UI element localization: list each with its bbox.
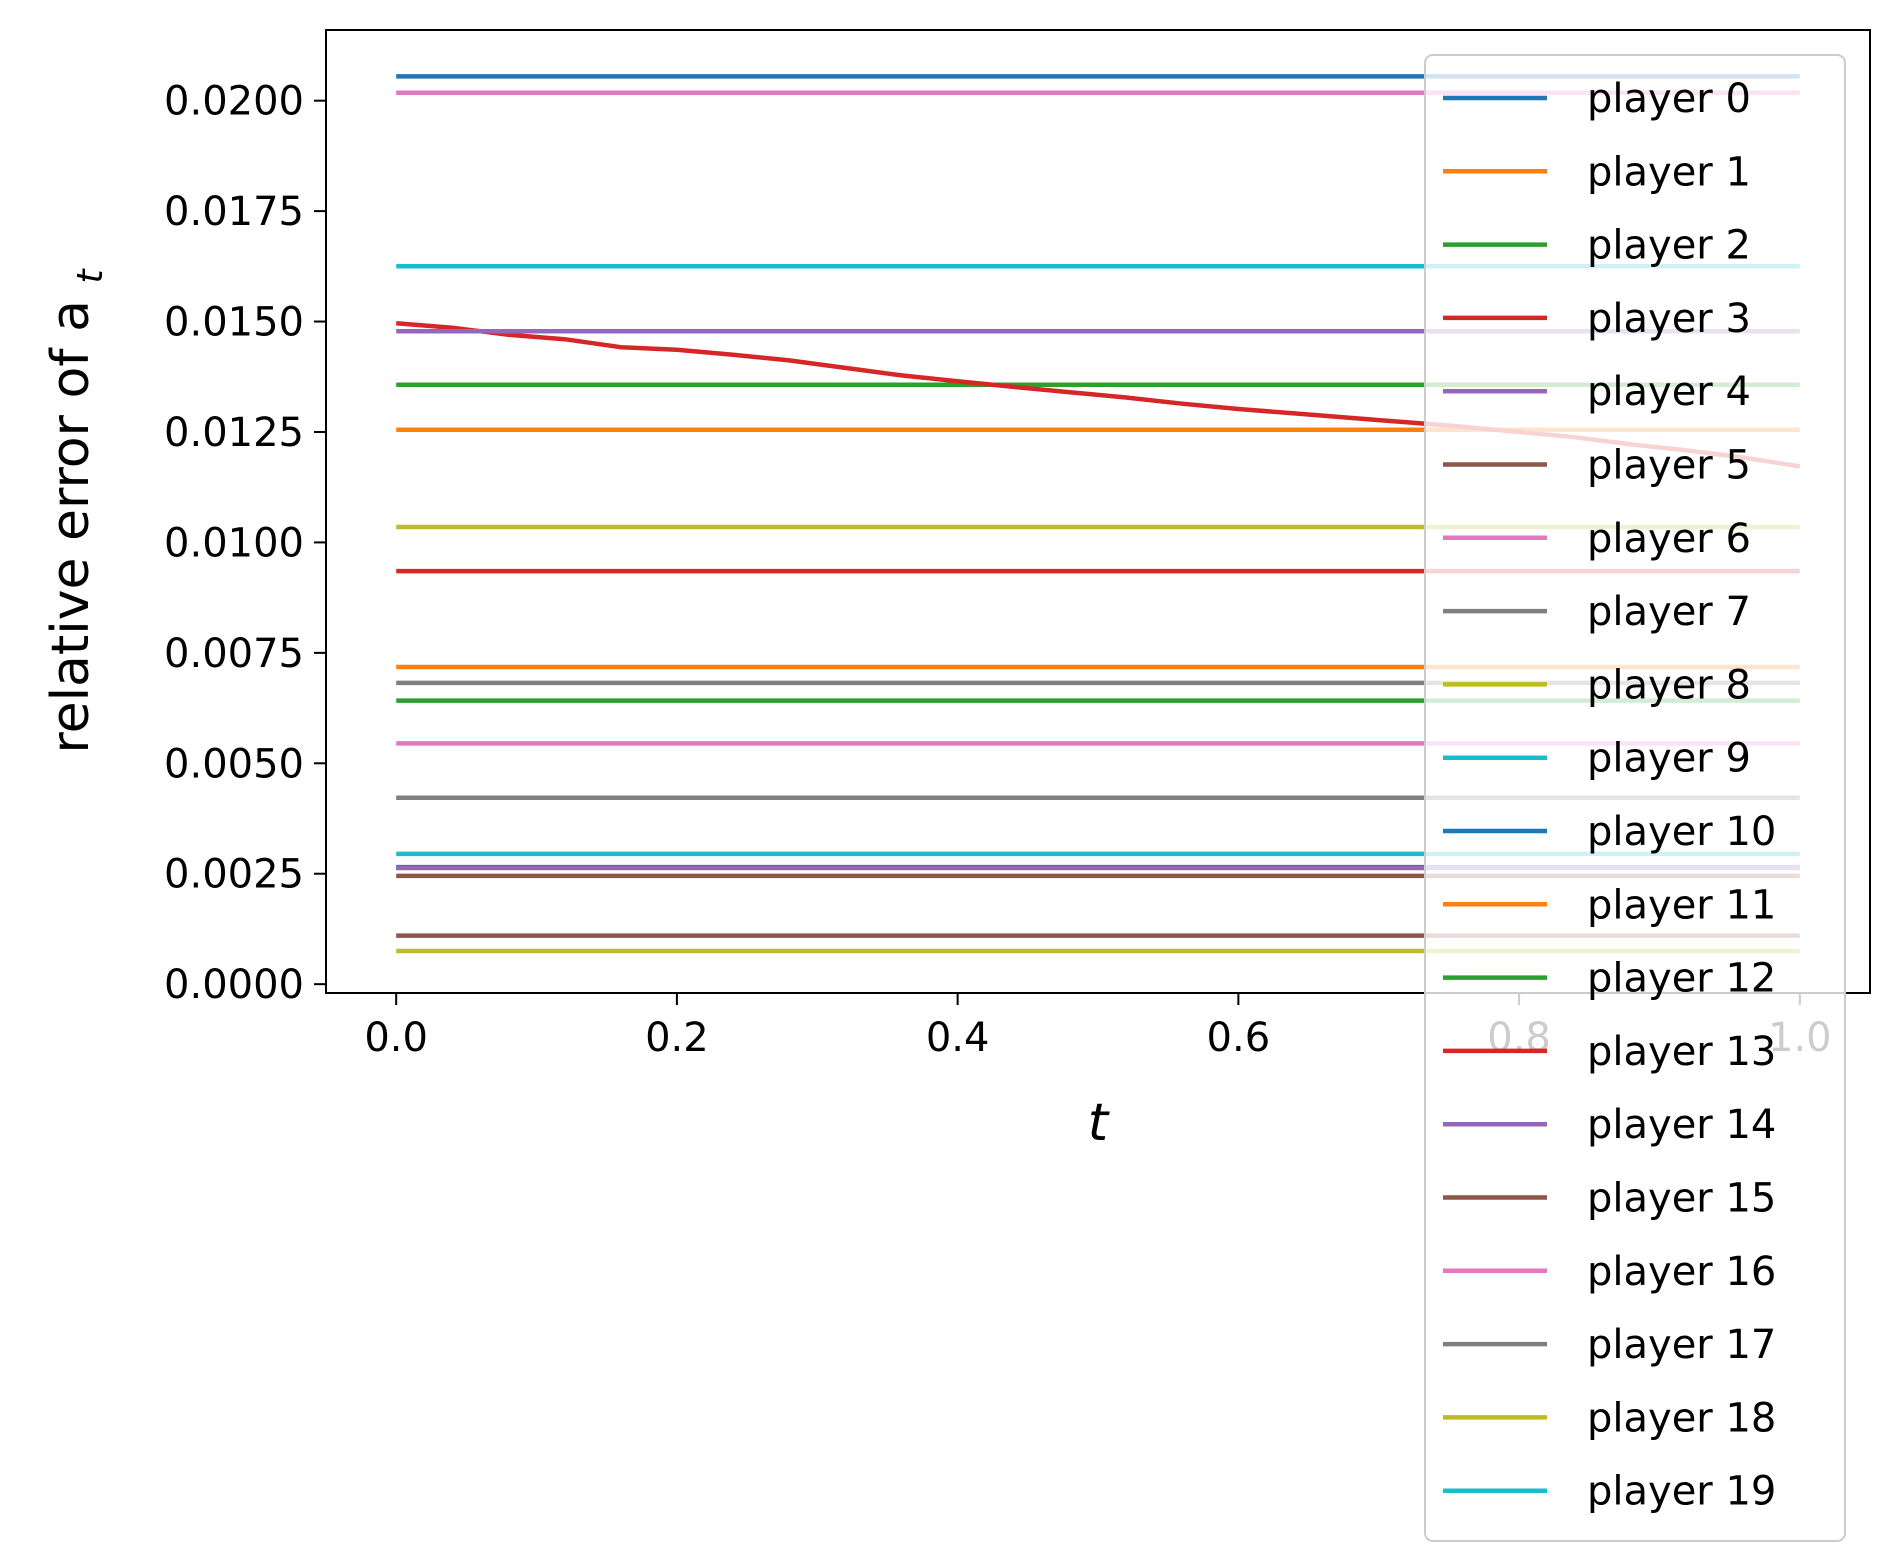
y-tick-label: 0.0050 (164, 741, 304, 787)
legend-label: player 4 (1587, 369, 1751, 415)
legend-label: player 12 (1587, 956, 1776, 1002)
legend-label: player 13 (1587, 1029, 1776, 1075)
legend-label: player 14 (1587, 1102, 1776, 1148)
x-tick-label: 0.6 (1207, 1015, 1271, 1061)
legend-frame (1424, 54, 1846, 1542)
y-tick-label: 0.0000 (164, 962, 304, 1008)
legend-label: player 0 (1587, 76, 1751, 122)
legend: player 0 player 1 player 2 player 3 player 4… (1424, 54, 1846, 1542)
x-tick-label: 0.2 (645, 1015, 709, 1061)
y-axis-title: relative error of a t (41, 267, 111, 753)
legend-label: player 15 (1587, 1176, 1776, 1222)
y-axis-title-subscript: t (70, 267, 111, 283)
legend-label: player 3 (1587, 296, 1751, 342)
y-tick-label: 0.0100 (164, 520, 304, 566)
y-tick-label: 0.0125 (164, 410, 304, 456)
legend-label: player 16 (1587, 1249, 1776, 1295)
y-tick-label: 0.0175 (164, 189, 304, 235)
legend-label: player 11 (1587, 882, 1776, 928)
y-tick-label: 0.0150 (164, 300, 304, 346)
y-tick-label: 0.0200 (164, 79, 304, 125)
legend-label: player 6 (1587, 516, 1751, 562)
legend-label: player 5 (1587, 443, 1751, 489)
x-tick-label: 0.4 (926, 1015, 990, 1061)
x-tick-label: 0.0 (364, 1015, 428, 1061)
legend-label: player 9 (1587, 736, 1751, 782)
y-tick-label: 0.0075 (164, 631, 304, 677)
y-axis-title-main: relative error of a (41, 300, 101, 754)
legend-label: player 18 (1587, 1395, 1776, 1441)
legend-label: player 8 (1587, 662, 1751, 708)
legend-label: player 7 (1587, 589, 1751, 635)
x-axis-title: t (1088, 1093, 1110, 1153)
legend-label: player 1 (1587, 149, 1751, 195)
legend-label: player 10 (1587, 809, 1776, 855)
y-tick-label: 0.0025 (164, 852, 304, 898)
legend-label: player 17 (1587, 1322, 1776, 1368)
legend-label: player 19 (1587, 1469, 1776, 1515)
legend-label: player 2 (1587, 223, 1751, 269)
plot-frame (325, 29, 1871, 994)
